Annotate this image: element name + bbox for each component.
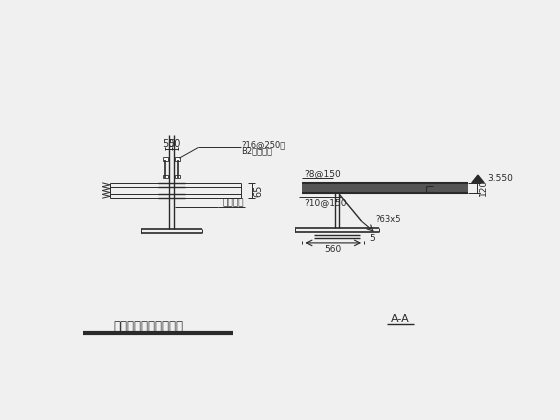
Text: ?63x5: ?63x5 — [376, 215, 401, 224]
Bar — [163, 175, 167, 178]
Polygon shape — [472, 175, 484, 183]
Text: 65: 65 — [254, 184, 264, 197]
Text: 50: 50 — [162, 139, 175, 150]
Text: ?10@150: ?10@150 — [304, 198, 347, 207]
Bar — [175, 158, 180, 160]
Bar — [175, 175, 180, 178]
Text: ?16@250柜: ?16@250柜 — [241, 140, 286, 149]
Text: A-A: A-A — [391, 314, 410, 324]
Bar — [163, 158, 167, 160]
Text: B2钢筋桁架: B2钢筋桁架 — [241, 146, 273, 155]
Text: 120: 120 — [479, 179, 488, 197]
Text: 楼面钢梁: 楼面钢梁 — [222, 198, 244, 207]
Text: 5: 5 — [370, 234, 375, 243]
Text: 3.550: 3.550 — [487, 174, 513, 183]
Text: 楼面钢梁柱钉做法示意: 楼面钢梁柱钉做法示意 — [113, 320, 183, 333]
Text: 50: 50 — [169, 139, 181, 150]
Text: ?8@150: ?8@150 — [304, 169, 340, 178]
Text: 560: 560 — [325, 245, 342, 255]
Bar — [302, 183, 468, 193]
